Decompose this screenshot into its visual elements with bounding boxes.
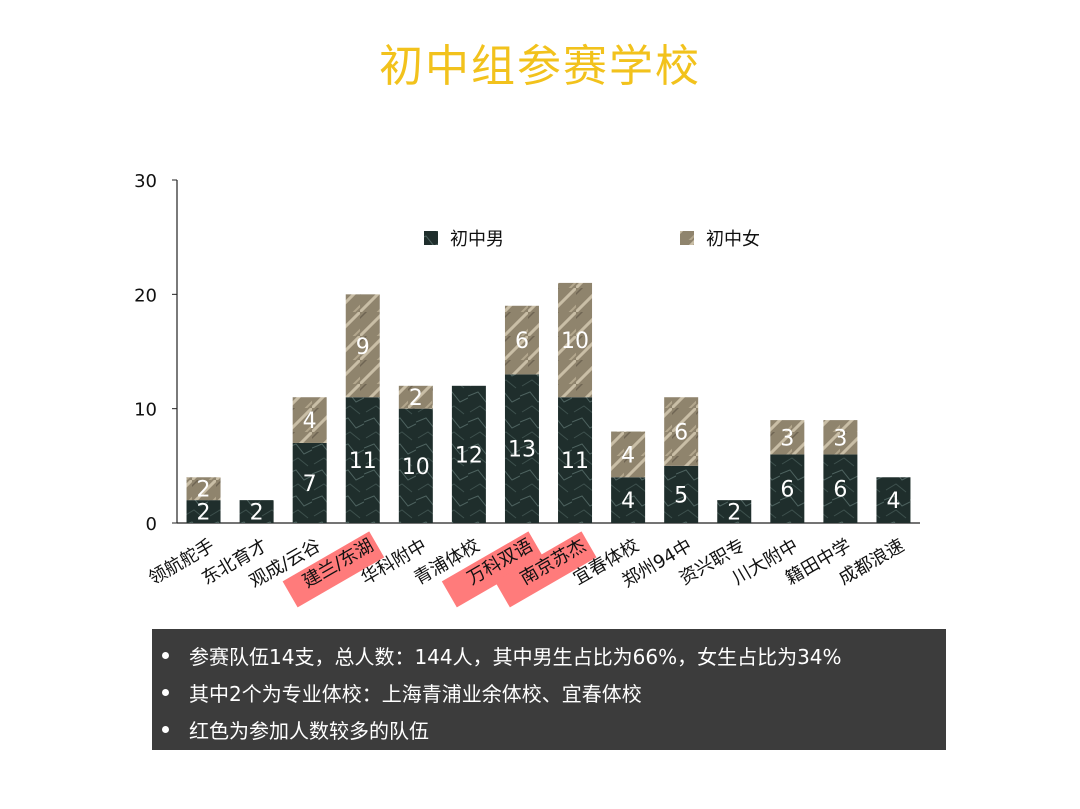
legend-label: 初中女	[706, 229, 760, 250]
legend-label: 初中男	[450, 229, 504, 250]
data-label: 6	[515, 329, 529, 354]
bar-segment	[611, 477, 646, 523]
bar-segment	[345, 397, 380, 523]
data-label: 4	[621, 489, 635, 514]
y-tick-label: 30	[134, 171, 157, 192]
bar-segment	[292, 442, 327, 523]
highlight-box	[441, 531, 544, 608]
data-label: 12	[455, 443, 483, 468]
note-text: 参赛队伍14支，总人数：144人，其中男生占比为66%，女生占比为34%	[189, 645, 842, 669]
data-label: 11	[349, 449, 377, 474]
bar-segment	[504, 374, 539, 523]
bar-segment	[398, 385, 433, 409]
data-label: 2	[250, 501, 264, 526]
category-highlight	[282, 531, 385, 608]
y-tick-label: 0	[146, 514, 157, 535]
bar-segment	[186, 477, 221, 501]
bar-segment	[558, 282, 593, 398]
slide-title: 初中组参赛学校	[379, 41, 701, 92]
data-label: 6	[833, 478, 847, 503]
category-highlight	[441, 531, 544, 608]
bullet-icon	[162, 689, 169, 696]
note-text: 红色为参加人数较多的队伍	[189, 719, 429, 743]
note-item: 红色为参加人数较多的队伍	[152, 711, 946, 748]
data-label: 4	[886, 489, 900, 514]
bar-segment	[770, 454, 805, 523]
highlight-box	[282, 531, 385, 608]
data-label: 10	[561, 329, 589, 354]
y-tick-label: 10	[134, 400, 157, 421]
bar-segment	[451, 385, 486, 523]
bar-segment	[292, 397, 327, 443]
data-label: 2	[409, 386, 423, 411]
data-label: 2	[197, 478, 211, 503]
note-text: 其中2个为专业体校：上海青浦业余体校、宜春体校	[189, 682, 642, 706]
data-label: 3	[780, 426, 794, 451]
data-label: 2	[197, 501, 211, 526]
bullet-icon	[162, 652, 169, 659]
bar-segment	[611, 431, 646, 478]
data-label: 7	[303, 472, 317, 497]
bar-segment	[876, 477, 911, 523]
bar-segment	[345, 294, 380, 398]
data-label: 11	[561, 449, 589, 474]
data-label: 6	[674, 421, 688, 446]
bar-segment	[558, 397, 593, 523]
data-label: 5	[674, 483, 688, 508]
legend-swatch	[680, 231, 694, 245]
bar-segment	[717, 500, 752, 523]
notes-box: 参赛队伍14支，总人数：144人，其中男生占比为66%，女生占比为34% 其中2…	[152, 629, 946, 750]
data-label: 4	[621, 443, 635, 468]
category-highlight	[494, 531, 597, 608]
bar-segment	[770, 420, 805, 455]
legend-swatch	[424, 231, 438, 245]
data-label: 13	[508, 438, 536, 463]
data-label: 9	[356, 335, 370, 360]
bar-segment	[823, 454, 858, 523]
highlight-box	[494, 531, 597, 608]
bar-segment	[398, 408, 433, 523]
bar-segment	[664, 397, 699, 466]
y-tick-label: 20	[134, 285, 157, 306]
bar-segment	[823, 420, 858, 455]
data-label: 2	[727, 501, 741, 526]
data-label: 6	[780, 478, 794, 503]
data-label: 10	[402, 455, 430, 480]
data-label: 4	[303, 409, 317, 434]
data-label: 3	[833, 426, 847, 451]
bar-segment	[504, 305, 539, 375]
bullet-icon	[162, 726, 169, 733]
bar-segment	[664, 465, 699, 523]
bar-segment	[239, 500, 274, 523]
note-item: 其中2个为专业体校：上海青浦业余体校、宜春体校	[152, 674, 946, 711]
bar-segment	[186, 500, 221, 523]
note-item: 参赛队伍14支，总人数：144人，其中男生占比为66%，女生占比为34%	[152, 637, 946, 674]
